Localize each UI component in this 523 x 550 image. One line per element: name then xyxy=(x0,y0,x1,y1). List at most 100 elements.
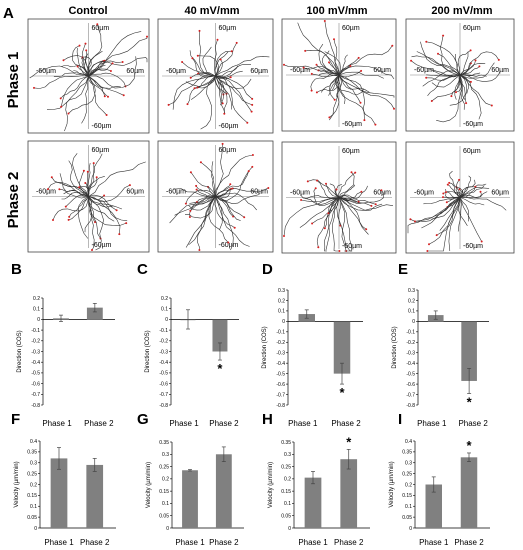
track-endpoint xyxy=(68,215,71,218)
cell-track xyxy=(283,197,340,237)
y-tick-label: 0.15 xyxy=(402,493,412,499)
track-endpoint xyxy=(189,209,192,212)
column-header-control: Control xyxy=(68,5,107,17)
cell-track xyxy=(338,65,395,80)
cell-track xyxy=(215,42,237,77)
track-endpoint xyxy=(314,187,317,190)
y-tick-label: -0.2 xyxy=(31,339,40,345)
y-tick-label: 0.35 xyxy=(159,440,169,446)
cell-track xyxy=(72,153,89,197)
y-tick-label: -0.5 xyxy=(159,371,168,377)
cell-track xyxy=(215,196,245,218)
cell-track xyxy=(297,22,340,76)
y-tick-label: 0.2 xyxy=(278,298,285,304)
track-endpoint xyxy=(82,169,85,172)
y-tick-label: 0.3 xyxy=(405,461,412,467)
track-endpoint xyxy=(191,57,194,60)
track-endpoint xyxy=(428,243,430,246)
axis-label-left: -60µm xyxy=(290,190,310,197)
significance-star: * xyxy=(467,395,473,410)
y-tick-label: 0.1 xyxy=(284,501,291,507)
cell-track xyxy=(88,31,142,77)
cell-track xyxy=(215,196,234,251)
track-endpoint xyxy=(67,218,70,221)
bar xyxy=(340,459,358,528)
cell-track xyxy=(459,179,476,198)
cell-track xyxy=(215,196,223,230)
cell-track xyxy=(336,74,341,97)
axis-label-bottom: -60µm xyxy=(219,242,239,249)
cell-track xyxy=(303,195,340,200)
cell-track xyxy=(455,74,462,93)
track-endpoint xyxy=(229,183,232,186)
cell-track xyxy=(191,75,216,100)
cell-track xyxy=(215,70,243,79)
track-endpoint xyxy=(490,104,493,107)
cell-track xyxy=(328,197,340,214)
cell-track xyxy=(426,74,461,77)
track-endpoint xyxy=(186,103,189,106)
track-endpoint xyxy=(317,246,320,249)
panel-letter: B xyxy=(11,261,22,278)
track-endpoint xyxy=(64,205,67,208)
y-tick-label: 0.4 xyxy=(30,439,37,445)
cell-track xyxy=(338,70,362,78)
chart-panel-g: G 0.35 0.3 0.25 0.2 0.15 0.1 0.05 0 Velocity (µm/… xyxy=(137,411,244,547)
track-endpoint xyxy=(323,227,326,230)
track-endpoint xyxy=(59,97,62,100)
cell-track xyxy=(459,74,487,77)
cell-track xyxy=(47,181,89,197)
cell-track xyxy=(319,72,340,77)
track-endpoint xyxy=(243,216,246,219)
cell-track xyxy=(68,75,96,114)
cell-track xyxy=(324,51,341,76)
category-label: Phase 2 xyxy=(80,538,110,547)
cell-track xyxy=(437,53,461,76)
cell-track xyxy=(77,66,89,77)
track-endpoint xyxy=(235,41,238,44)
track-endpoint xyxy=(251,154,254,156)
row-header-phase-1: Phase 1 xyxy=(5,52,22,109)
axis-label-left: -60µm xyxy=(414,67,434,74)
cell-track xyxy=(173,188,216,198)
cell-track xyxy=(338,190,385,205)
cell-track xyxy=(208,196,229,243)
cell-track xyxy=(338,45,393,76)
track-endpoint xyxy=(221,142,224,145)
axis-label-top: 60µm xyxy=(92,25,110,32)
chart-panel-e: E 0.3 0.2 0.1 0 -0.1 -0.2 -0.3 -0.4 -0.5 -0.6 -0.7 -… xyxy=(392,261,489,428)
cell-track xyxy=(192,58,216,77)
cell-track xyxy=(215,192,257,211)
cell-track xyxy=(459,70,501,82)
cell-track xyxy=(338,172,355,198)
track-endpoint xyxy=(425,40,428,43)
panel-letter: G xyxy=(137,411,149,428)
cell-track xyxy=(320,74,340,93)
cell-track xyxy=(215,170,249,197)
cell-track xyxy=(338,197,372,207)
cell-track xyxy=(338,172,356,198)
column-header-40: 40 mV/mm xyxy=(184,5,239,17)
cell-track xyxy=(459,175,472,198)
cell-track xyxy=(214,196,235,229)
y-tick-label: -0.8 xyxy=(159,403,168,409)
cell-track xyxy=(416,51,461,76)
cell-track xyxy=(215,75,226,115)
track-endpoint xyxy=(338,250,341,252)
cell-track xyxy=(335,74,365,95)
category-label: Phase 2 xyxy=(84,419,114,428)
cell-track xyxy=(338,184,356,198)
cell-track xyxy=(329,183,340,198)
track-endpoint xyxy=(181,61,184,63)
cell-track xyxy=(457,197,462,232)
y-tick-label: 0 xyxy=(34,526,37,532)
category-label: Phase 1 xyxy=(298,538,328,547)
cell-track xyxy=(188,196,216,246)
cell-track xyxy=(459,74,482,120)
cell-track xyxy=(338,197,369,235)
y-axis-label: Direction (COS) xyxy=(392,326,398,368)
track-endpoint xyxy=(58,188,61,191)
bar xyxy=(461,321,477,381)
cell-track xyxy=(332,75,340,91)
cell-track xyxy=(338,197,394,211)
